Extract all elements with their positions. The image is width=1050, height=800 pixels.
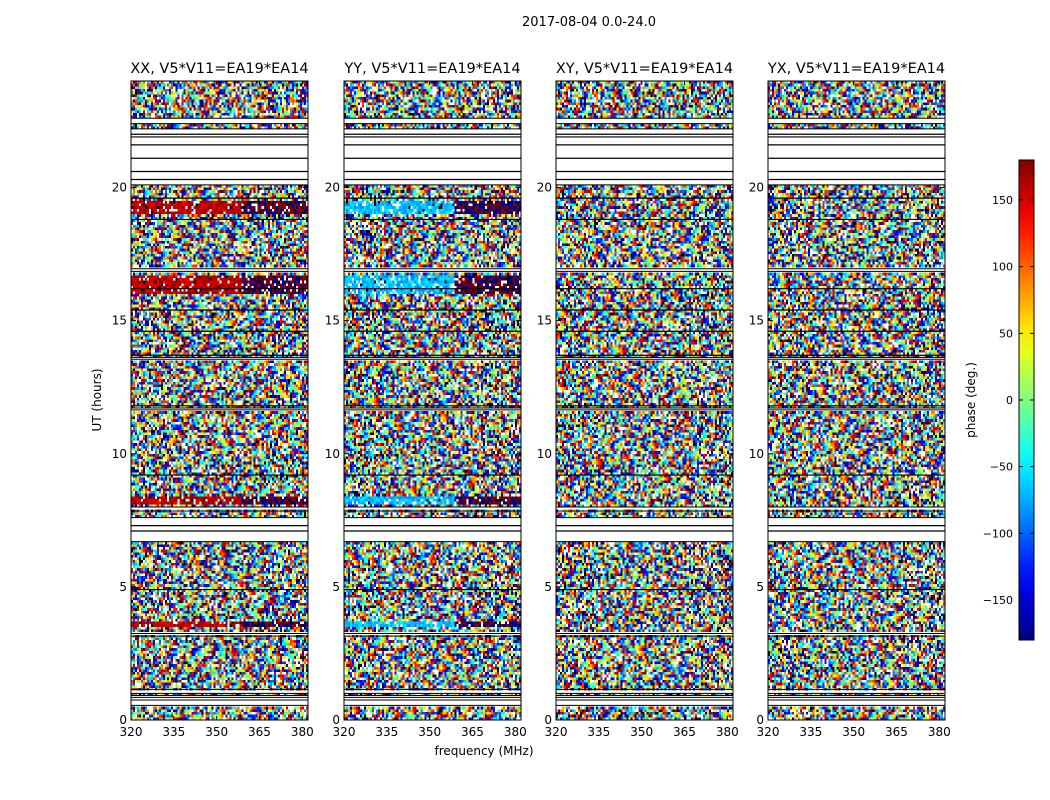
y-tick-label: 15 bbox=[112, 314, 127, 328]
panel-title: XY, V5*V11=EA19*EA14 bbox=[556, 61, 733, 77]
x-tick-label: 320 bbox=[120, 725, 143, 739]
y-axis-label: UT (hours) bbox=[90, 368, 104, 431]
panel-title: YX, V5*V11=EA19*EA14 bbox=[767, 61, 945, 77]
colorbar: 150 100 50 0 −50 −100 −150 bbox=[983, 159, 1035, 641]
x-tick-label: 365 bbox=[461, 725, 484, 739]
panel-1: XX, V5*V11=EA19*EA14 320 335 350 365 380 0 5 10 1… bbox=[112, 61, 314, 739]
colorbar-tick-label: −50 bbox=[990, 461, 1013, 474]
panel-title: YY, V5*V11=EA19*EA14 bbox=[343, 61, 520, 77]
colorbar-tick-label: −150 bbox=[983, 594, 1013, 607]
y-tick-label: 0 bbox=[544, 713, 552, 727]
y-tick-label: 5 bbox=[756, 580, 764, 594]
colorbar-tick-label: 100 bbox=[992, 261, 1013, 274]
x-tick-label: 365 bbox=[885, 725, 908, 739]
x-tick-label: 365 bbox=[248, 725, 271, 739]
phase-heatmap bbox=[768, 81, 945, 720]
y-tick-label: 5 bbox=[332, 580, 340, 594]
colorbar-tick-label: −100 bbox=[983, 527, 1013, 540]
y-tick-label: 0 bbox=[332, 713, 340, 727]
y-tick-label: 10 bbox=[325, 447, 340, 461]
panel-3: XY, V5*V11=EA19*EA14 320 335 350 365 380 0 5 10 1… bbox=[537, 61, 739, 739]
y-tick-label: 15 bbox=[749, 314, 764, 328]
y-tick-label: 20 bbox=[749, 181, 764, 195]
y-tick-label: 5 bbox=[119, 580, 127, 594]
y-tick-label: 20 bbox=[325, 181, 340, 195]
panel-frame bbox=[130, 80, 309, 721]
y-tick-label: 15 bbox=[537, 314, 552, 328]
y-tick-label: 10 bbox=[537, 447, 552, 461]
panel-frame bbox=[343, 80, 522, 721]
phase-heatmap bbox=[344, 81, 521, 720]
x-tick-label: 350 bbox=[418, 725, 441, 739]
x-tick-label: 320 bbox=[333, 725, 356, 739]
y-tick-label: 0 bbox=[119, 713, 127, 727]
x-tick-label: 380 bbox=[504, 725, 527, 739]
y-tick-label: 10 bbox=[112, 447, 127, 461]
y-tick-label: 20 bbox=[537, 181, 552, 195]
panel-4: YX, V5*V11=EA19*EA14 320 335 350 365 380 0 5 10 1… bbox=[749, 61, 951, 739]
phase-heatmap bbox=[556, 81, 733, 720]
y-tick-label: 10 bbox=[749, 447, 764, 461]
x-tick-label: 380 bbox=[928, 725, 951, 739]
panel-frame bbox=[767, 80, 946, 721]
colorbar-tick-label: 150 bbox=[992, 194, 1013, 207]
x-tick-label: 320 bbox=[545, 725, 568, 739]
figure-title: 2017-08-04 0.0-24.0 bbox=[522, 15, 656, 30]
panel-2: YY, V5*V11=EA19*EA14 320 335 350 365 380 0 5 10 1… bbox=[325, 61, 527, 739]
panel-frame bbox=[555, 80, 734, 721]
x-tick-label: 350 bbox=[842, 725, 865, 739]
x-tick-label: 350 bbox=[630, 725, 653, 739]
x-tick-label: 350 bbox=[205, 725, 228, 739]
x-tick-label: 320 bbox=[757, 725, 780, 739]
x-tick-label: 335 bbox=[799, 725, 822, 739]
x-tick-label: 380 bbox=[716, 725, 739, 739]
panel-title: XX, V5*V11=EA19*EA14 bbox=[130, 61, 308, 77]
y-tick-label: 15 bbox=[325, 314, 340, 328]
y-tick-label: 5 bbox=[544, 580, 552, 594]
colorbar-tick-label: 0 bbox=[1006, 394, 1013, 407]
x-tick-label: 335 bbox=[587, 725, 610, 739]
x-axis-label: frequency (MHz) bbox=[434, 744, 533, 758]
x-tick-label: 335 bbox=[375, 725, 398, 739]
x-tick-label: 365 bbox=[673, 725, 696, 739]
y-tick-label: 20 bbox=[112, 181, 127, 195]
panels-group: XX, V5*V11=EA19*EA14 320 335 350 365 380 0 5 10 1… bbox=[112, 61, 951, 739]
colorbar-label: phase (deg.) bbox=[964, 362, 978, 438]
y-tick-label: 0 bbox=[756, 713, 764, 727]
colorbar-tick-label: 50 bbox=[999, 327, 1013, 340]
x-tick-label: 380 bbox=[291, 725, 314, 739]
x-tick-label: 335 bbox=[162, 725, 185, 739]
phase-heatmap bbox=[131, 81, 308, 720]
